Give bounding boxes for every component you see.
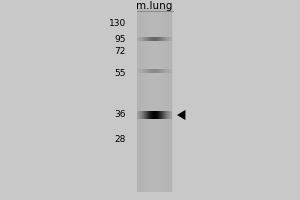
Bar (136, 8, 172, 192)
Bar (145, 8, 146, 192)
Bar (170, 8, 171, 192)
Text: 36: 36 (115, 110, 126, 119)
Bar (139, 8, 140, 192)
Bar (140, 8, 141, 192)
Text: 55: 55 (115, 68, 126, 77)
Bar (147, 8, 148, 192)
Bar (169, 8, 170, 192)
Bar (144, 8, 145, 192)
Bar (171, 8, 172, 192)
Bar (168, 8, 169, 192)
Bar (164, 8, 165, 192)
Bar (136, 8, 137, 192)
Text: 130: 130 (109, 19, 126, 27)
Bar (165, 8, 166, 192)
Text: 95: 95 (115, 34, 126, 44)
Bar (149, 8, 150, 192)
Text: m.lung: m.lung (136, 1, 173, 11)
Bar (163, 8, 164, 192)
Text: 28: 28 (115, 134, 126, 144)
Polygon shape (177, 110, 185, 120)
Bar (148, 8, 149, 192)
Bar (146, 8, 147, 192)
Bar (141, 8, 142, 192)
Bar (142, 8, 143, 192)
Bar (137, 8, 138, 192)
Bar (161, 8, 162, 192)
Bar (143, 8, 144, 192)
Bar (138, 8, 139, 192)
Text: 72: 72 (115, 46, 126, 55)
Bar (166, 8, 167, 192)
Bar (167, 8, 168, 192)
Bar (160, 8, 161, 192)
Bar (162, 8, 163, 192)
Bar (159, 8, 160, 192)
